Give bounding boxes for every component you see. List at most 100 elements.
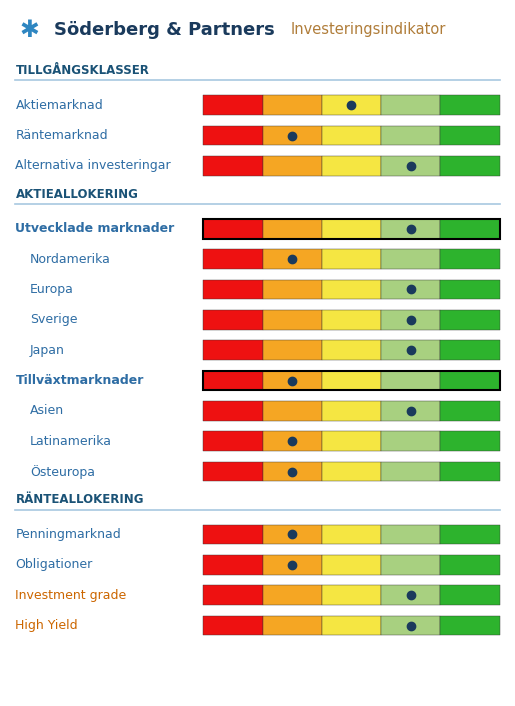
Bar <box>440 310 500 330</box>
Bar <box>381 156 440 176</box>
Bar <box>440 156 500 176</box>
Bar <box>322 310 381 330</box>
Text: Östeuropa: Östeuropa <box>30 465 95 479</box>
Bar <box>263 249 322 269</box>
Bar <box>381 616 440 635</box>
Bar <box>263 280 322 299</box>
Bar <box>203 280 263 299</box>
Bar <box>322 126 381 145</box>
Bar <box>203 555 263 575</box>
Text: ✱: ✱ <box>20 18 39 42</box>
Text: Latinamerika: Latinamerika <box>30 435 112 448</box>
Bar <box>203 219 263 239</box>
Bar <box>263 431 322 451</box>
Bar <box>263 462 322 481</box>
Bar <box>381 431 440 451</box>
Bar <box>322 249 381 269</box>
Text: Tillväxtmarknader: Tillväxtmarknader <box>15 374 144 387</box>
Bar <box>440 462 500 481</box>
Bar <box>263 585 322 605</box>
Text: High Yield: High Yield <box>15 619 78 632</box>
Text: Japan: Japan <box>30 344 65 357</box>
Bar <box>263 525 322 544</box>
Bar <box>322 585 381 605</box>
Bar <box>203 310 263 330</box>
Text: TILLGÅNGSKLASSER: TILLGÅNGSKLASSER <box>15 64 149 77</box>
Bar <box>322 280 381 299</box>
Bar <box>322 219 381 239</box>
Bar <box>203 431 263 451</box>
Bar <box>203 401 263 421</box>
Bar <box>203 156 263 176</box>
Bar <box>381 249 440 269</box>
Bar <box>322 431 381 451</box>
Bar <box>263 401 322 421</box>
Bar <box>203 616 263 635</box>
Bar <box>263 126 322 145</box>
Bar <box>263 340 322 360</box>
Bar <box>381 371 440 390</box>
Bar <box>263 310 322 330</box>
Bar <box>203 219 500 239</box>
Bar <box>381 401 440 421</box>
Bar <box>322 401 381 421</box>
Bar <box>381 462 440 481</box>
Bar <box>203 249 263 269</box>
Bar <box>322 555 381 575</box>
Text: Investeringsindikator: Investeringsindikator <box>291 22 447 37</box>
Bar <box>203 525 263 544</box>
Text: RÄNTEALLOKERING: RÄNTEALLOKERING <box>15 493 144 506</box>
Bar <box>440 616 500 635</box>
Bar <box>440 219 500 239</box>
Bar <box>322 156 381 176</box>
Bar <box>440 95 500 115</box>
Bar <box>203 340 263 360</box>
Bar <box>322 462 381 481</box>
Bar <box>322 616 381 635</box>
Text: Sverige: Sverige <box>30 313 77 326</box>
Bar <box>322 340 381 360</box>
Bar <box>203 126 263 145</box>
Bar <box>440 431 500 451</box>
Bar <box>203 585 263 605</box>
Bar <box>381 219 440 239</box>
Text: Penningmarknad: Penningmarknad <box>15 528 121 541</box>
Text: Räntemarknad: Räntemarknad <box>15 129 108 142</box>
Bar <box>440 585 500 605</box>
Bar <box>440 340 500 360</box>
Bar <box>381 310 440 330</box>
Bar <box>440 371 500 390</box>
Bar <box>440 401 500 421</box>
Bar <box>440 555 500 575</box>
Text: AKTIEALLOKERING: AKTIEALLOKERING <box>15 188 139 201</box>
Bar <box>263 616 322 635</box>
Text: Nordamerika: Nordamerika <box>30 253 111 265</box>
Bar <box>381 280 440 299</box>
Text: Söderberg & Partners: Söderberg & Partners <box>54 20 275 39</box>
Text: Utvecklade marknader: Utvecklade marknader <box>15 222 175 235</box>
Text: Alternativa investeringar: Alternativa investeringar <box>15 160 171 172</box>
Bar <box>263 95 322 115</box>
Text: Asien: Asien <box>30 405 64 417</box>
Bar <box>322 371 381 390</box>
Bar <box>203 95 263 115</box>
Text: Investment grade: Investment grade <box>15 589 127 602</box>
Bar <box>381 585 440 605</box>
Bar <box>381 126 440 145</box>
Bar <box>263 555 322 575</box>
Text: Aktiemarknad: Aktiemarknad <box>15 99 103 112</box>
Bar <box>322 525 381 544</box>
Bar <box>263 371 322 390</box>
Bar <box>440 249 500 269</box>
Bar <box>440 126 500 145</box>
Text: Europa: Europa <box>30 283 74 296</box>
Bar <box>203 462 263 481</box>
Bar <box>381 525 440 544</box>
Bar <box>381 95 440 115</box>
Bar <box>203 371 263 390</box>
Bar <box>263 156 322 176</box>
Bar <box>263 219 322 239</box>
Bar <box>322 95 381 115</box>
Text: Obligationer: Obligationer <box>15 558 93 571</box>
Bar <box>381 555 440 575</box>
